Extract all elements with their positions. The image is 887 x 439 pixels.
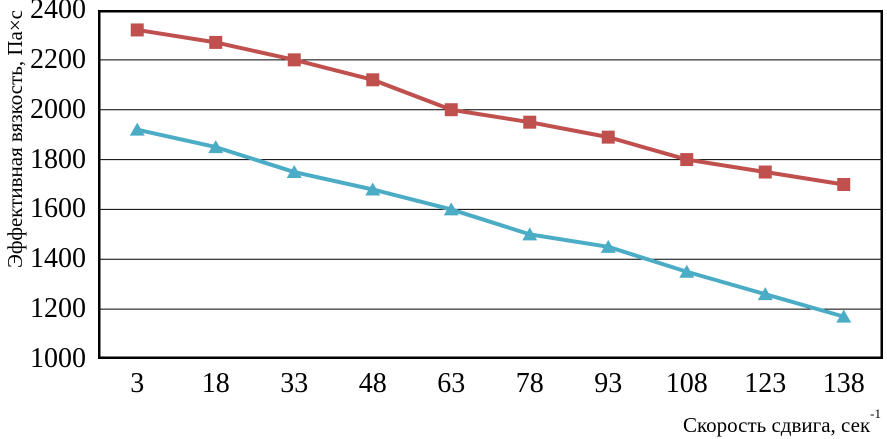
x-tick-label: 63: [437, 368, 466, 399]
x-tick-label: 78: [515, 368, 544, 399]
series-red-squares-marker: [601, 130, 615, 144]
series-teal-triangles-marker: [757, 287, 773, 301]
series-red-squares-marker: [444, 103, 458, 117]
y-axis-title: Эффективная вязкость, Па×с: [3, 10, 27, 268]
series-teal-triangles-marker: [522, 227, 538, 241]
plot-area: [98, 10, 883, 359]
series-teal-triangles-marker: [365, 182, 381, 196]
series-teal-triangles-marker: [679, 264, 695, 278]
x-tick-label: 108: [665, 368, 708, 399]
x-tick-label: 138: [822, 368, 865, 399]
y-tick-label: 2000: [30, 93, 86, 125]
series-teal-triangles-marker: [208, 140, 224, 154]
y-tick-label: 1600: [30, 193, 86, 225]
y-tick-label: 1400: [30, 243, 86, 275]
x-tick-label: 33: [280, 368, 309, 399]
x-axis-title: Скорость сдвига, сек-1: [682, 406, 881, 437]
series-red-squares-marker: [366, 73, 380, 87]
series-red-squares-marker: [837, 178, 851, 191]
y-tick-label: 2200: [30, 43, 86, 75]
x-tick-label: 123: [744, 368, 787, 399]
series-red-squares-marker: [130, 23, 144, 37]
series-red-squares-marker: [758, 165, 772, 179]
y-tick-label: 2400: [30, 0, 86, 25]
x-tick-label: 3: [130, 368, 145, 399]
series-red-squares-marker: [680, 153, 694, 167]
plot-svg: [98, 10, 883, 359]
x-tick-label: 93: [594, 368, 623, 399]
series-teal-triangles-marker: [836, 309, 852, 323]
plot-border: [98, 10, 883, 359]
series-red-squares-marker: [209, 35, 223, 49]
series-teal-triangles-marker: [286, 165, 302, 179]
x-axis-title-superscript: -1: [870, 406, 881, 422]
x-tick-label: 18: [201, 368, 230, 399]
y-tick-label: 1000: [30, 343, 86, 374]
x-axis-title-text: Скорость сдвига, сек: [682, 413, 871, 437]
series-teal-triangles-line: [136, 127, 845, 319]
series-red-squares-line: [136, 27, 845, 187]
series-teal-triangles-marker: [443, 202, 459, 216]
series-red-squares-marker: [287, 53, 301, 67]
series-teal-triangles-marker: [129, 122, 145, 136]
series-red-squares-marker: [523, 115, 537, 129]
y-tick-label: 1800: [30, 143, 86, 175]
y-tick-label: 1200: [30, 293, 86, 325]
series-teal-triangles-marker: [600, 239, 616, 253]
x-tick-label: 48: [358, 368, 387, 399]
